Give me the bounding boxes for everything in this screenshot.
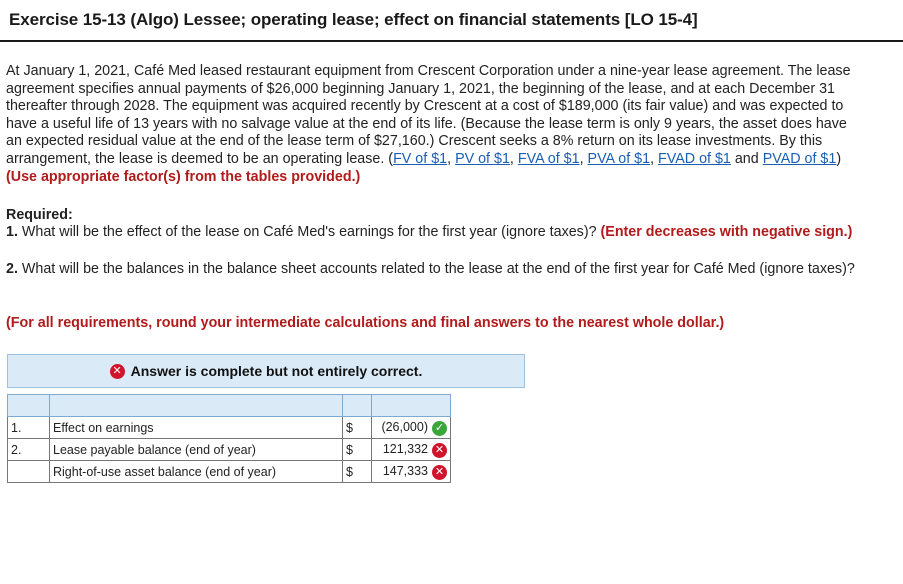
close-paren: ) [836,150,842,167]
req2-text: What will be the balances in the balance… [17,261,855,277]
requirement-1: 1. What will be the effect of the lease … [6,224,866,242]
paragraph-text: At January 1, 2021, Café Med leased rest… [6,63,851,167]
pv-link[interactable]: PV of $1 [455,150,510,167]
currency-symbol: $ [342,416,372,439]
answer-input-rou-asset[interactable]: 147,333 ✕ [371,460,451,483]
table-row: 1. Effect on earnings $ (26,000) ✓ [7,416,451,439]
answer-input-earnings[interactable]: (26,000) ✓ [371,416,451,439]
required-heading: Required: [6,207,73,223]
currency-symbol: $ [342,438,372,461]
fv-link[interactable]: FV of $1 [393,150,448,167]
rounding-note: (For all requirements, round your interm… [6,315,725,331]
answer-table: 1. Effect on earnings $ (26,000) ✓ 2. Lea… [7,394,451,483]
title-divider [0,40,903,42]
x-circle-icon: ✕ [432,464,447,480]
req1-note: (Enter decreases with negative sign.) [600,224,853,240]
row-label: Right-of-use asset balance (end of year) [49,460,343,483]
x-circle-icon: ✕ [432,442,447,458]
answer-status-banner: ✕ Answer is complete but not entirely co… [7,354,525,388]
table-row: Right-of-use asset balance (end of year)… [7,460,451,483]
row-number [7,460,50,483]
answer-value: (26,000) [381,419,428,434]
pvad-link[interactable]: PVAD of $1 [762,150,837,167]
row-number: 1. [7,416,50,439]
x-circle-icon: ✕ [109,363,125,379]
banner-text: Answer is complete but not entirely corr… [130,363,423,379]
table-row: 2. Lease payable balance (end of year) $… [7,438,451,461]
row-number: 2. [7,438,50,461]
row-label: Effect on earnings [49,416,343,439]
and-text: and [730,150,763,167]
fva-link[interactable]: FVA of $1 [517,150,580,167]
table-header-row [7,394,451,417]
row-label: Lease payable balance (end of year) [49,438,343,461]
req1-text: What will be the effect of the lease on … [17,224,601,240]
answer-input-lease-payable[interactable]: 121,332 ✕ [371,438,451,461]
fvad-link[interactable]: FVAD of $1 [658,150,731,167]
check-circle-icon: ✓ [432,420,447,436]
factor-note: (Use appropriate factor(s) from the tabl… [6,168,361,185]
currency-symbol: $ [342,460,372,483]
req2-number: 2. [6,261,18,277]
answer-value: 147,333 [382,463,428,478]
problem-paragraph: At January 1, 2021, Café Med leased rest… [6,63,851,185]
answer-value: 121,332 [382,441,428,456]
requirement-2: 2. What will be the balances in the bala… [6,261,866,279]
pva-link[interactable]: PVA of $1 [587,150,651,167]
req1-number: 1. [6,224,18,240]
exercise-title: Exercise 15-13 (Algo) Lessee; operating … [9,10,698,29]
